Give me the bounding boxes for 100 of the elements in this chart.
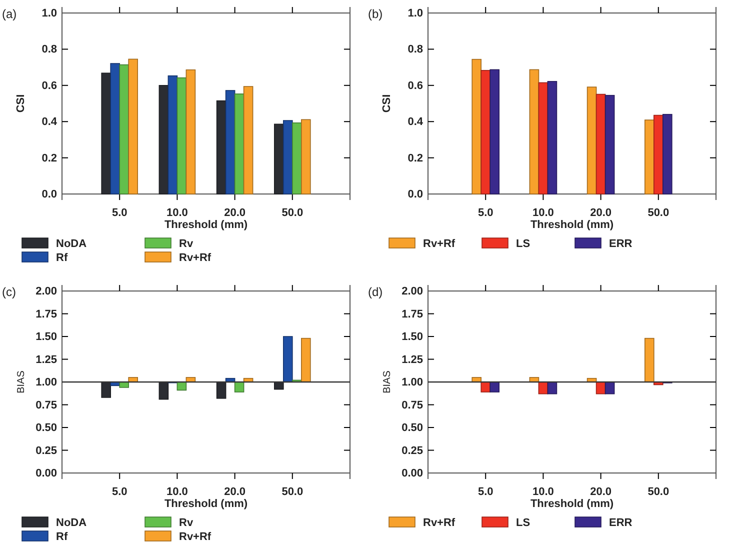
legend-label: Rv+Rf xyxy=(423,238,456,250)
y-tick-label: 0.25 xyxy=(36,444,57,457)
x-tick-label: 5.0 xyxy=(112,486,128,498)
bar xyxy=(225,90,236,194)
x-tick-label: 10.0 xyxy=(166,206,188,219)
y-tick-label: 1.50 xyxy=(36,331,57,344)
y-tick-label: 0.8 xyxy=(42,44,57,56)
bar xyxy=(216,100,226,194)
chart-title: (d) xyxy=(368,285,383,299)
x-tick-label: 20.0 xyxy=(590,486,612,498)
y-tick-label: 2.00 xyxy=(402,286,423,298)
y-tick-label: 1.50 xyxy=(402,331,423,344)
y-tick-label: 1.25 xyxy=(36,354,57,366)
y-tick-label: 0.8 xyxy=(408,44,423,56)
x-axis-title: Threshold (mm) xyxy=(164,219,248,231)
bar xyxy=(176,77,187,194)
legend-label: LS xyxy=(516,238,530,250)
bar xyxy=(119,382,129,388)
x-axis-title: Threshold (mm) xyxy=(530,498,614,510)
legend-label: Rv xyxy=(179,238,194,250)
y-tick-label: 1.00 xyxy=(402,376,423,389)
bar xyxy=(158,85,169,194)
bar xyxy=(662,114,672,194)
legend-label: NoDA xyxy=(56,238,87,250)
bar xyxy=(243,86,254,194)
x-tick-label: 50.0 xyxy=(282,486,304,498)
y-axis-title: BIAS xyxy=(382,370,393,394)
bar xyxy=(547,81,558,194)
bar xyxy=(234,94,244,194)
bar xyxy=(480,70,490,194)
y-tick-label: 0.2 xyxy=(408,152,423,164)
x-tick-label: 5.0 xyxy=(112,206,128,219)
y-tick-label: 0.0 xyxy=(42,188,57,201)
bar xyxy=(292,122,302,194)
y-tick-label: 1.0 xyxy=(408,8,423,20)
legend-label: Rf xyxy=(56,252,68,264)
x-tick-label: 50.0 xyxy=(648,486,670,498)
bar xyxy=(234,382,244,392)
y-tick-label: 0.0 xyxy=(408,188,423,201)
bar xyxy=(283,336,293,382)
x-tick-label: 20.0 xyxy=(590,206,612,219)
bar xyxy=(168,75,178,194)
legend-label: Rv+Rf xyxy=(179,531,212,543)
bar xyxy=(538,82,548,194)
y-axis-title: CSI xyxy=(381,94,393,113)
x-tick-label: 50.0 xyxy=(282,206,304,219)
y-tick-label: 1.25 xyxy=(402,354,423,366)
y-tick-label: 0.00 xyxy=(402,468,423,480)
x-tick-label: 5.0 xyxy=(478,206,494,219)
x-axis-title: Threshold (mm) xyxy=(164,498,248,510)
y-tick-label: 0.50 xyxy=(402,422,423,434)
x-tick-label: 10.0 xyxy=(166,486,188,498)
bar xyxy=(301,338,311,382)
x-axis-title: Threshold (mm) xyxy=(530,219,614,231)
legend-label: Rv+Rf xyxy=(423,517,456,529)
bar xyxy=(644,338,654,382)
y-tick-label: 0.6 xyxy=(42,80,57,92)
y-tick-label: 0.4 xyxy=(42,116,58,128)
chart-title: (a) xyxy=(2,7,17,21)
bar xyxy=(654,114,664,194)
chart-title: (c) xyxy=(2,285,16,299)
legend-label: Rv xyxy=(179,517,194,529)
bar xyxy=(529,69,540,194)
legend-label: ERR xyxy=(609,238,632,250)
y-tick-label: 0.6 xyxy=(408,80,423,92)
bar xyxy=(644,120,654,194)
y-tick-label: 1.75 xyxy=(402,308,423,320)
bar xyxy=(604,94,615,194)
x-tick-label: 10.0 xyxy=(532,206,554,219)
bar xyxy=(128,58,138,194)
legend-label: ERR xyxy=(609,517,632,529)
bar xyxy=(472,58,482,194)
y-tick-label: 0.2 xyxy=(42,152,57,164)
y-tick-label: 0.4 xyxy=(408,116,424,128)
y-tick-label: 1.0 xyxy=(42,8,57,20)
y-tick-label: 0.75 xyxy=(36,399,57,412)
legend-label: Rf xyxy=(56,531,68,543)
legend-label: LS xyxy=(516,517,530,529)
bar xyxy=(274,124,284,194)
y-tick-label: 1.75 xyxy=(36,308,57,320)
y-axis-title: BIAS xyxy=(16,370,27,394)
y-tick-label: 1.00 xyxy=(36,376,57,389)
x-tick-label: 5.0 xyxy=(478,486,494,498)
bar xyxy=(110,63,120,194)
bar xyxy=(586,86,597,194)
bar xyxy=(283,120,293,194)
y-tick-label: 0.50 xyxy=(36,422,57,434)
bar xyxy=(490,382,500,392)
chart-title: (b) xyxy=(368,7,383,21)
y-tick-label: 2.00 xyxy=(36,286,57,298)
y-tick-label: 0.75 xyxy=(402,399,423,412)
bar xyxy=(490,69,500,194)
bar xyxy=(101,72,111,194)
bar xyxy=(301,119,311,194)
y-tick-label: 0.00 xyxy=(36,468,57,480)
y-axis-title: CSI xyxy=(15,94,27,113)
bar xyxy=(186,69,196,194)
bar xyxy=(119,64,129,194)
x-tick-label: 20.0 xyxy=(224,486,246,498)
x-tick-label: 10.0 xyxy=(532,486,554,498)
